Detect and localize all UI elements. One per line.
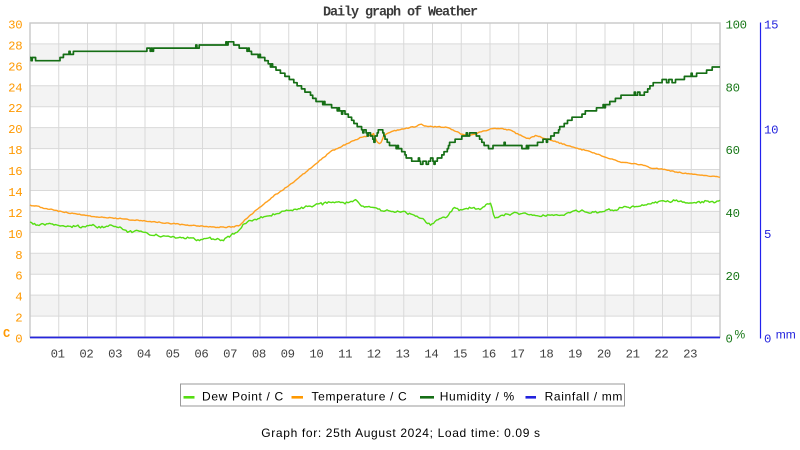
svg-text:30: 30 xyxy=(8,19,22,33)
svg-text:60: 60 xyxy=(726,144,740,158)
svg-text:19: 19 xyxy=(568,348,582,362)
svg-text:02: 02 xyxy=(79,348,93,362)
svg-text:Dew Point / C: Dew Point / C xyxy=(202,390,284,404)
svg-text:12: 12 xyxy=(367,348,381,362)
svg-text:100: 100 xyxy=(726,19,747,33)
svg-text:C: C xyxy=(3,327,10,341)
svg-text:Temperature / C: Temperature / C xyxy=(312,390,408,404)
svg-text:11: 11 xyxy=(338,348,352,362)
svg-text:13: 13 xyxy=(396,348,410,362)
svg-text:Graph for: 25th August 2024; L: Graph for: 25th August 2024; Load time: … xyxy=(261,426,540,440)
svg-text:Humidity / %: Humidity / % xyxy=(440,390,515,404)
svg-text:24: 24 xyxy=(8,81,22,95)
svg-text:26: 26 xyxy=(8,60,22,74)
svg-text:5: 5 xyxy=(764,228,771,242)
svg-text:22: 22 xyxy=(8,102,22,116)
svg-text:Rainfall / mm: Rainfall / mm xyxy=(545,390,623,404)
svg-text:80: 80 xyxy=(726,81,740,95)
svg-text:21: 21 xyxy=(626,348,640,362)
svg-text:03: 03 xyxy=(108,348,122,362)
svg-text:%: % xyxy=(735,327,746,341)
svg-text:06: 06 xyxy=(194,348,208,362)
svg-text:20: 20 xyxy=(726,270,740,284)
svg-text:16: 16 xyxy=(8,165,22,179)
svg-text:04: 04 xyxy=(137,348,151,362)
svg-text:20: 20 xyxy=(8,123,22,137)
svg-text:Daily graph of Weather: Daily graph of Weather xyxy=(323,6,478,21)
svg-text:16: 16 xyxy=(482,348,496,362)
svg-text:20: 20 xyxy=(597,348,611,362)
svg-text:18: 18 xyxy=(539,348,553,362)
svg-text:14: 14 xyxy=(8,186,22,200)
svg-text:15: 15 xyxy=(453,348,467,362)
svg-text:4: 4 xyxy=(15,291,22,305)
svg-text:01: 01 xyxy=(51,348,65,362)
svg-text:0: 0 xyxy=(726,333,733,347)
svg-text:28: 28 xyxy=(8,39,22,53)
svg-text:17: 17 xyxy=(511,348,525,362)
svg-text:0: 0 xyxy=(15,333,22,347)
svg-text:10: 10 xyxy=(309,348,323,362)
svg-text:10: 10 xyxy=(764,123,778,137)
svg-text:mm: mm xyxy=(776,328,796,342)
svg-text:22: 22 xyxy=(654,348,668,362)
svg-text:07: 07 xyxy=(223,348,237,362)
svg-text:23: 23 xyxy=(683,348,697,362)
svg-text:18: 18 xyxy=(8,144,22,158)
svg-text:08: 08 xyxy=(252,348,266,362)
svg-text:0: 0 xyxy=(764,333,771,347)
svg-text:40: 40 xyxy=(726,207,740,221)
svg-text:10: 10 xyxy=(8,228,22,242)
svg-text:14: 14 xyxy=(424,348,438,362)
svg-text:8: 8 xyxy=(15,249,22,263)
svg-text:2: 2 xyxy=(15,312,22,326)
svg-text:09: 09 xyxy=(281,348,295,362)
svg-text:6: 6 xyxy=(15,270,22,284)
svg-text:05: 05 xyxy=(166,348,180,362)
svg-text:15: 15 xyxy=(764,19,778,33)
svg-text:12: 12 xyxy=(8,207,22,221)
